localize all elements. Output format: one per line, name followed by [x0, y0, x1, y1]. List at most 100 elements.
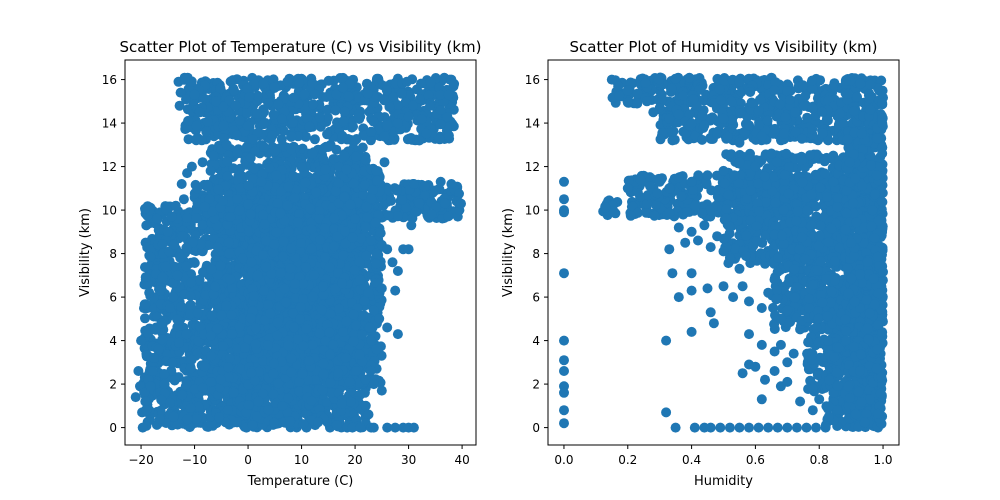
scatter-point-dense	[392, 100, 403, 111]
scatter-point-dense	[140, 313, 150, 324]
scatter-point-dense	[268, 389, 279, 400]
scatter-point-dense	[414, 94, 425, 105]
scatter-point-dense	[197, 382, 208, 393]
scatter-point-dense	[224, 353, 235, 364]
scatter-point-dense	[402, 134, 413, 145]
scatter-point-dense	[435, 89, 446, 100]
scatter-point-dense	[192, 348, 203, 359]
scatter-point-dense	[185, 403, 196, 413]
scatter-point-dense	[185, 299, 196, 310]
scatter-point-dense	[224, 248, 235, 259]
scatter-point-dense	[194, 274, 205, 285]
scatter-point-dense	[353, 112, 364, 123]
scatter-point-dense	[435, 119, 446, 130]
scatter-point-dense	[191, 135, 202, 146]
scatter-point-dense	[207, 206, 218, 217]
scatter-point-dense	[244, 92, 255, 103]
scatter-point-dense	[308, 99, 319, 110]
scatter-point-dense	[215, 374, 226, 385]
scatter-point-dense	[191, 120, 202, 131]
scatter-point-dense	[181, 242, 192, 253]
scatter-point-dense	[258, 119, 269, 130]
scatter-point-dense	[268, 74, 279, 85]
scatter-point-dense	[249, 79, 260, 90]
scatter-point-dense	[168, 411, 179, 422]
scatter-point-dense	[258, 79, 269, 89]
scatter-point-dense	[317, 385, 328, 396]
scatter-point-dense	[302, 113, 313, 124]
scatter-point-dense	[345, 396, 356, 407]
scatter-point-dense	[206, 264, 217, 275]
scatter-point-dense	[157, 239, 168, 249]
scatter-point-dense	[285, 416, 296, 427]
scatter-point-dense	[439, 198, 450, 209]
scatter-point-dense	[181, 261, 192, 272]
scatter-point-dense	[401, 202, 412, 213]
chart-title: Scatter Plot of Temperature (C) vs Visib…	[120, 38, 482, 56]
scatter-point-dense	[442, 111, 453, 122]
scatter-point-dense	[227, 329, 238, 339]
scatter-point-dense	[227, 283, 237, 293]
scatter-point-dense	[331, 89, 342, 100]
scatter-point-dense	[401, 76, 412, 87]
scatter-point-dense	[222, 219, 233, 230]
scatter-point-dense	[263, 98, 274, 108]
scatter-point-dense	[191, 413, 202, 424]
scatter-point-dense	[257, 388, 268, 399]
scatter-point-dense	[373, 210, 384, 220]
scatter-point-dense	[152, 213, 162, 224]
scatter-point-dense	[414, 198, 425, 209]
scatter-point-dense	[362, 88, 373, 99]
scatter-point-dense	[237, 253, 248, 264]
scatter-point-dense	[231, 130, 242, 141]
scatter-point-dense	[232, 193, 243, 204]
scatter-point-dense	[357, 142, 368, 153]
scatter-point-dense	[205, 330, 216, 341]
scatter-point-dense	[155, 405, 166, 416]
scatter-point-dense	[358, 189, 369, 200]
scatter-point-dense	[421, 128, 432, 139]
scatter-point-dense	[339, 106, 350, 117]
scatter-point-dense	[243, 226, 254, 237]
scatter-point-dense	[224, 204, 235, 215]
scatter-point-dense	[202, 116, 213, 127]
scatter-point-dense	[247, 420, 258, 430]
scatter-point-dense	[302, 385, 312, 396]
scatter-point-dense	[217, 195, 228, 206]
scatter-point-dense	[287, 117, 298, 128]
scatter-point-dense	[283, 393, 294, 404]
scatter-point-dense	[252, 411, 263, 422]
scatter-point-dense	[338, 116, 349, 127]
scatter-point-dense	[270, 343, 281, 354]
scatter-point-dense	[186, 269, 197, 280]
scatter-point-dense	[230, 100, 241, 111]
scatter-point-dense	[443, 130, 454, 141]
scatter-point-dense	[241, 142, 252, 152]
scatter-point-dense	[425, 77, 436, 88]
scatter-point-dense	[193, 336, 204, 347]
scatter-point-dense	[172, 322, 183, 332]
scatter-point-dense	[454, 188, 464, 199]
scatter-point-dense	[140, 262, 150, 273]
scatter-point-dense	[195, 239, 206, 250]
scatter-point-dense	[212, 323, 223, 334]
scatter-point-dense	[307, 78, 318, 89]
scatter-point-dense	[337, 130, 348, 141]
scatter-point-dense	[331, 420, 342, 431]
scatter-point-dense	[199, 361, 210, 372]
scatter-point-dense	[226, 310, 237, 320]
scatter-point-dense	[294, 386, 305, 397]
scatter-point-dense	[306, 395, 317, 406]
scatter-point-dense	[167, 357, 178, 368]
scatter-point-dense	[286, 131, 297, 142]
scatter-point-dense	[140, 203, 150, 214]
scatter-point-dense	[145, 244, 156, 255]
scatter-point-dense	[185, 290, 196, 301]
scatter-point-dense	[397, 194, 407, 205]
scatter-point-dense	[434, 134, 445, 145]
scatter-point-dense	[141, 220, 152, 231]
scatter-point-dense	[204, 194, 215, 204]
scatter-point-dense	[343, 91, 354, 102]
scatter-point-dense	[293, 131, 304, 142]
scatter-point-dense	[242, 83, 252, 94]
